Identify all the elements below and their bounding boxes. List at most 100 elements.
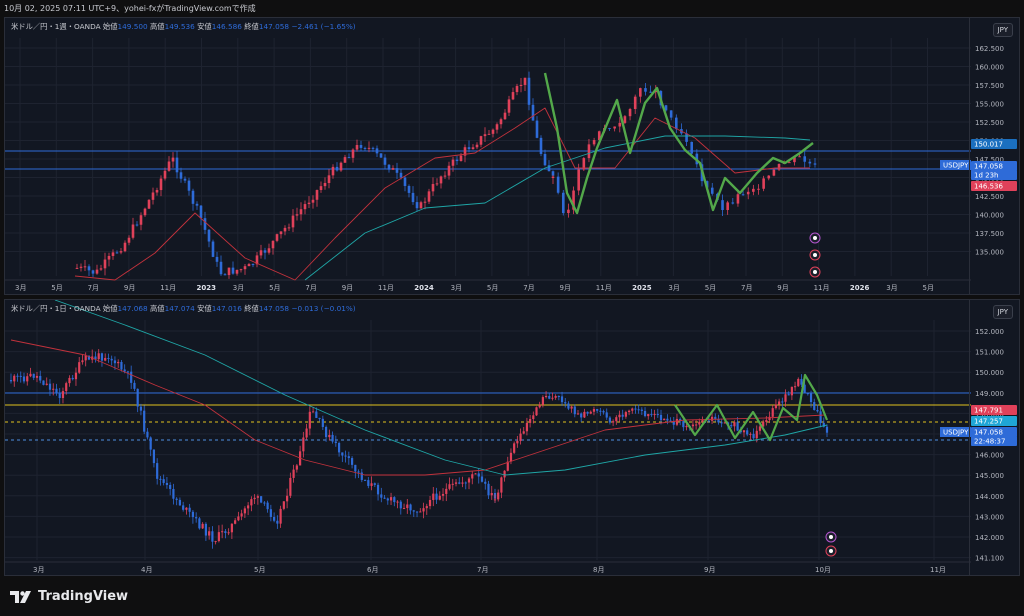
candle-body [592, 140, 596, 145]
candle-body [58, 393, 61, 399]
weekly-currency-button[interactable]: JPY [992, 23, 1013, 37]
candle-body [110, 358, 113, 361]
candle-body [808, 161, 812, 164]
weekly-low: 146.586 [211, 22, 242, 31]
time-tick-label: 11月 [378, 284, 394, 292]
weekly-symbol-badge-box [940, 160, 971, 170]
candle-body [217, 532, 220, 542]
candle-body [267, 248, 271, 253]
candle-body [55, 388, 58, 394]
candle-body [308, 411, 311, 429]
candle-body [359, 145, 363, 148]
weekly-open-label: 始値 [102, 22, 118, 31]
candle-body [774, 404, 778, 409]
candle-body [323, 183, 327, 187]
candle-body [311, 199, 315, 203]
candle-body [74, 372, 78, 380]
weekly-price-axis[interactable]: 162.500 160.000 157.500 155.000 152.500 150.0… [969, 18, 1019, 294]
time-tick-label: 9月 [342, 284, 353, 292]
time-tick-label: 2025 [632, 284, 652, 292]
time-tick-label: 2023 [197, 284, 217, 292]
candle-body [255, 255, 259, 265]
candle-body [443, 175, 447, 177]
tradingview-logo[interactable]: TradingView [10, 589, 128, 604]
weekly-high: 149.536 [164, 22, 195, 31]
candle-body [139, 406, 143, 411]
candle-body [283, 227, 287, 232]
daily-currency-button[interactable]: JPY [992, 305, 1013, 319]
candle-body [367, 147, 371, 149]
candle-body [250, 499, 253, 506]
candle-body [784, 394, 787, 402]
candle-body [175, 157, 179, 173]
daily-change: −0.013 (−0.01%) [291, 304, 356, 313]
candle-body [532, 415, 535, 420]
candle-body [52, 388, 55, 390]
candle-body [337, 442, 341, 453]
candle-body [375, 148, 379, 154]
candle-body [179, 172, 183, 179]
candle-body [383, 157, 387, 165]
candle-body [717, 419, 720, 423]
candle-body [127, 237, 131, 243]
candle-body [475, 144, 479, 148]
time-tick-label: 11月 [596, 284, 612, 292]
candle-body [131, 224, 135, 238]
candle-body [130, 371, 133, 383]
candle-body [172, 488, 175, 499]
candle-body [491, 129, 495, 134]
candle-body [370, 483, 373, 486]
daily-chart-panel[interactable]: 3月 4月 5月 6月 7月 8月 9月 10月 11月 USDJPY 152.000 151.00… [4, 299, 1020, 576]
candle-body [22, 376, 26, 382]
time-tick-label: 8月 [593, 566, 604, 574]
candle-body [445, 488, 448, 494]
candle-body [204, 523, 207, 536]
candle-body [253, 497, 256, 500]
weekly-level-badge-box [971, 139, 1017, 149]
candle-body [163, 170, 167, 179]
candle-body [347, 456, 350, 459]
candle-body [551, 176, 555, 178]
candle-body [663, 418, 666, 421]
candle-body [94, 356, 97, 360]
time-tick-label: 3月 [886, 284, 897, 292]
weekly-chart-plot[interactable]: 3月 5月 7月 9月 11月 2023 3月 5月 7月 9月 11月 2024 3月 5月 7月 9月 11… [5, 18, 971, 294]
candle-body [171, 157, 175, 162]
candle-body [746, 430, 749, 435]
candle-body [499, 119, 503, 125]
candle-body [599, 410, 602, 412]
weekly-chart-panel[interactable]: 3月 5月 7月 9月 11月 2023 3月 5月 7月 9月 11月 2024 3月 5月 7月 9月 11… [4, 17, 1020, 295]
candle-body [608, 417, 612, 423]
candle-body [100, 353, 104, 361]
candle-body [554, 396, 557, 398]
price-tick-label: 142.000 [975, 534, 1004, 542]
candle-body [151, 192, 155, 200]
time-tick-label: 6月 [367, 566, 378, 574]
candle-body [419, 511, 422, 513]
time-tick-label: 3月 [233, 284, 244, 292]
candle-body [618, 414, 621, 418]
candle-body [335, 166, 339, 171]
candle-body [422, 508, 425, 512]
candle-body [535, 407, 538, 416]
candle-body [19, 375, 22, 377]
candle-body [26, 376, 29, 382]
candle-body [586, 411, 589, 414]
candle-body [613, 126, 616, 129]
daily-price-axis[interactable]: 152.000151.000150.000149.000148.000147.0… [969, 300, 1019, 575]
ma-long-line [304, 135, 811, 281]
candle-body [107, 255, 111, 260]
candle-body [95, 269, 99, 274]
time-tick-label: 3月 [668, 284, 679, 292]
candle-body [758, 426, 762, 431]
daily-chart-plot[interactable]: 3月 4月 5月 6月 7月 8月 9月 10月 11月 USDJPY [5, 300, 971, 575]
candle-body [451, 159, 455, 166]
candle-body [561, 192, 565, 214]
candle-body [523, 77, 527, 85]
candle-body [311, 411, 315, 413]
daily-level-red-badge: 147.791 [974, 407, 1003, 415]
candle-body [136, 388, 139, 407]
candle-body [623, 116, 627, 123]
candle-body [675, 418, 679, 425]
time-tick-label: 9月 [777, 284, 788, 292]
